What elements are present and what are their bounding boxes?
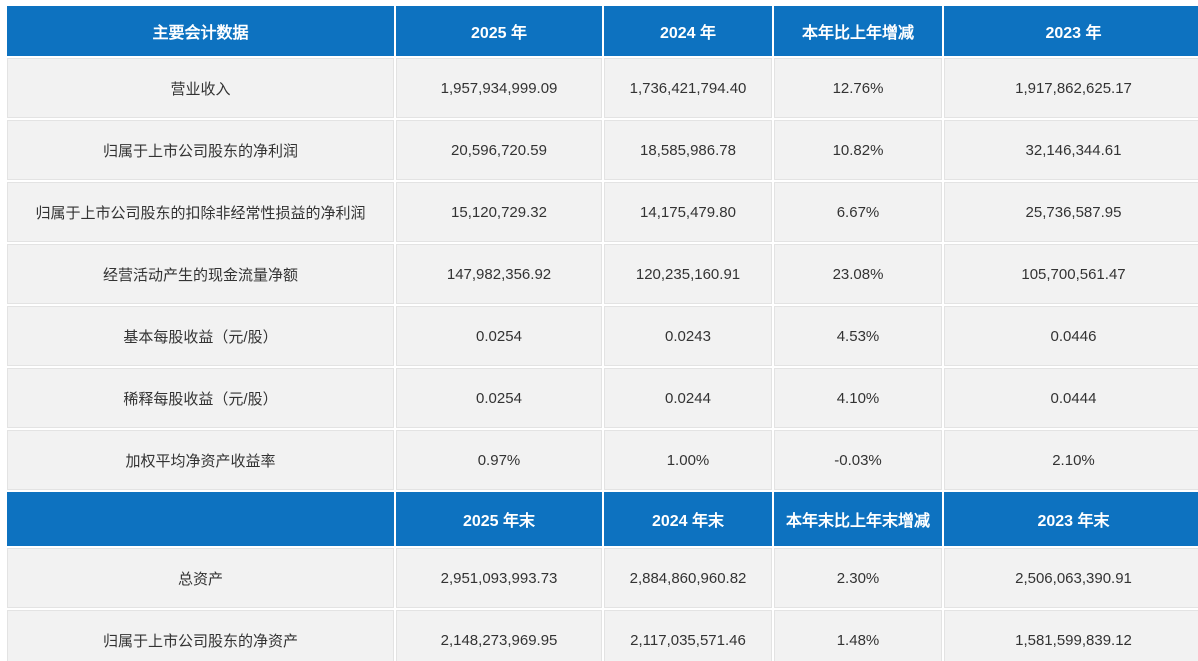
value-cell: 1,736,421,794.40 [604,58,772,118]
value-cell: 0.0446 [944,306,1198,366]
header-end-2025: 2025 年末 [396,492,602,546]
value-cell: 147,982,356.92 [396,244,602,304]
value-cell: 4.10% [774,368,942,428]
value-cell: 0.0244 [604,368,772,428]
value-cell: 0.0243 [604,306,772,366]
value-cell: 120,235,160.91 [604,244,772,304]
table-row: 归属于上市公司股东的净利润 20,596,720.59 18,585,986.7… [7,120,1198,180]
value-cell: 0.0444 [944,368,1198,428]
row-label: 基本每股收益（元/股） [7,306,394,366]
table-row: 基本每股收益（元/股） 0.0254 0.0243 4.53% 0.0446 [7,306,1198,366]
table-row: 经营活动产生的现金流量净额 147,982,356.92 120,235,160… [7,244,1198,304]
header-empty [7,492,394,546]
value-cell: 25,736,587.95 [944,182,1198,242]
value-cell: 0.0254 [396,368,602,428]
table-row: 归属于上市公司股东的扣除非经常性损益的净利润 15,120,729.32 14,… [7,182,1198,242]
value-cell: 2,884,860,960.82 [604,548,772,608]
value-cell: 0.0254 [396,306,602,366]
row-label: 归属于上市公司股东的净资产 [7,610,394,661]
header-main-label: 主要会计数据 [7,6,394,56]
value-cell: 1,957,934,999.09 [396,58,602,118]
header-year-2025: 2025 年 [396,6,602,56]
value-cell: 0.97% [396,430,602,490]
value-cell: 1,917,862,625.17 [944,58,1198,118]
value-cell: 105,700,561.47 [944,244,1198,304]
value-cell: 2,117,035,571.46 [604,610,772,661]
header-year-2023: 2023 年 [944,6,1198,56]
header-yoy-end-change: 本年末比上年末增减 [774,492,942,546]
header-end-2024: 2024 年末 [604,492,772,546]
section2-header-row: 2025 年末 2024 年末 本年末比上年末增减 2023 年末 [7,492,1198,546]
row-label: 加权平均净资产收益率 [7,430,394,490]
value-cell: 2,506,063,390.91 [944,548,1198,608]
key-accounting-data-table: 主要会计数据 2025 年 2024 年 本年比上年增减 2023 年 营业收入… [5,4,1198,661]
value-cell: 14,175,479.80 [604,182,772,242]
value-cell: 20,596,720.59 [396,120,602,180]
value-cell: 6.67% [774,182,942,242]
value-cell: 1.00% [604,430,772,490]
value-cell: 2.10% [944,430,1198,490]
value-cell: 32,146,344.61 [944,120,1198,180]
table-row: 加权平均净资产收益率 0.97% 1.00% -0.03% 2.10% [7,430,1198,490]
value-cell: 2,951,093,993.73 [396,548,602,608]
table-row: 营业收入 1,957,934,999.09 1,736,421,794.40 1… [7,58,1198,118]
row-label: 营业收入 [7,58,394,118]
value-cell: 10.82% [774,120,942,180]
row-label: 归属于上市公司股东的净利润 [7,120,394,180]
value-cell: 23.08% [774,244,942,304]
value-cell: 4.53% [774,306,942,366]
row-label: 经营活动产生的现金流量净额 [7,244,394,304]
value-cell: 18,585,986.78 [604,120,772,180]
row-label: 稀释每股收益（元/股） [7,368,394,428]
header-year-2024: 2024 年 [604,6,772,56]
header-yoy-change: 本年比上年增减 [774,6,942,56]
row-label: 总资产 [7,548,394,608]
value-cell: 15,120,729.32 [396,182,602,242]
value-cell: 2,148,273,969.95 [396,610,602,661]
table-row: 总资产 2,951,093,993.73 2,884,860,960.82 2.… [7,548,1198,608]
value-cell: 1,581,599,839.12 [944,610,1198,661]
value-cell: -0.03% [774,430,942,490]
value-cell: 2.30% [774,548,942,608]
table-row: 稀释每股收益（元/股） 0.0254 0.0244 4.10% 0.0444 [7,368,1198,428]
value-cell: 1.48% [774,610,942,661]
header-end-2023: 2023 年末 [944,492,1198,546]
section1-header-row: 主要会计数据 2025 年 2024 年 本年比上年增减 2023 年 [7,6,1198,56]
table-row: 归属于上市公司股东的净资产 2,148,273,969.95 2,117,035… [7,610,1198,661]
row-label: 归属于上市公司股东的扣除非经常性损益的净利润 [7,182,394,242]
value-cell: 12.76% [774,58,942,118]
